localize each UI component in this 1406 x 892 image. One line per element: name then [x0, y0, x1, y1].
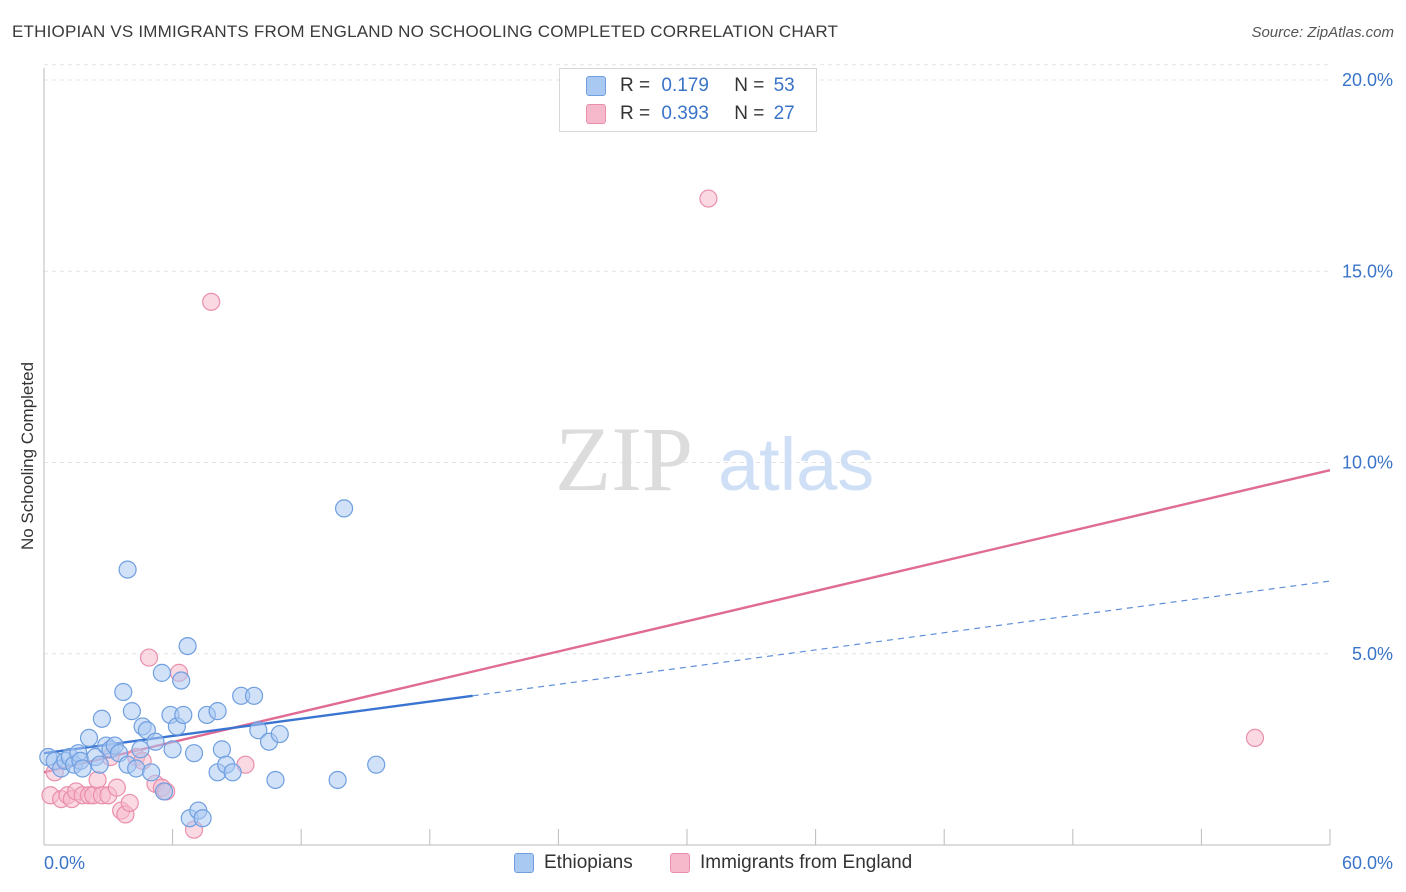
legend-r-value-england: 0.393 — [661, 103, 709, 124]
y-tick-label: 20.0% — [1342, 70, 1393, 90]
ethiopian-point — [79, 728, 99, 748]
grid-lines — [44, 64, 1330, 655]
ethiopian-point — [223, 763, 242, 782]
bottom-legend: Ethiopians Immigrants from England — [0, 852, 1406, 876]
legend-row-ethiopians: R = 0.179 N = 53 — [586, 73, 795, 99]
bottom-swatch-blue — [514, 853, 534, 873]
legend-r-label: R = — [620, 103, 651, 124]
england-point — [88, 770, 107, 790]
correlation-legend: R = 0.179 N = 53 R = 0.393 N = 27 — [559, 68, 817, 132]
ethiopian-point — [244, 686, 264, 705]
source-label: Source: ZipAtlas.com — [1251, 24, 1394, 41]
watermark-zip: ZIP — [555, 408, 693, 510]
legend-r-value-ethiopians: 0.179 — [661, 75, 709, 96]
england-point — [107, 778, 126, 797]
tick-labels: 5.0% 10.0% 15.0% 20.0% 0.0% 60.0% — [44, 70, 1393, 873]
ethiopian-point — [122, 702, 141, 721]
y-tick-label: 15.0% — [1342, 261, 1393, 281]
bottom-legend-england-label: Immigrants from England — [700, 852, 913, 873]
england-point — [120, 793, 139, 813]
legend-n-value-ethiopians: 53 — [773, 75, 795, 96]
ethiopian-point — [208, 702, 227, 721]
ethiopian-point — [270, 724, 289, 744]
chart-title: ETHIOPIAN VS IMMIGRANTS FROM ENGLAND NO … — [12, 22, 839, 41]
trend-lines — [43, 468, 1331, 774]
england-point — [139, 648, 159, 667]
legend-row-england: R = 0.393 N = 27 — [586, 101, 795, 127]
ethiopian-point — [178, 636, 197, 656]
ethiopian-point — [154, 782, 174, 801]
watermark-atlas: atlas — [718, 423, 874, 506]
ethiopian-point — [146, 732, 165, 751]
ethiopian-point — [249, 721, 268, 740]
england-point — [1245, 728, 1265, 748]
bottom-legend-england[interactable]: Immigrants from England — [670, 852, 912, 874]
ethiopian-point — [131, 740, 150, 759]
legend-r-label: R = — [620, 75, 651, 96]
ethiopian-point — [193, 809, 212, 828]
england-point — [699, 189, 718, 208]
ethiopian-point — [163, 740, 182, 759]
x-tick-label-max: 60.0% — [1342, 853, 1393, 873]
x-tick-label-min: 0.0% — [44, 853, 85, 873]
ethiopian-point — [152, 663, 171, 682]
ethiopian-trend-extension — [472, 580, 1331, 697]
ethiopian-point — [142, 763, 161, 782]
ethiopian-point — [127, 759, 146, 778]
y-tick-label: 10.0% — [1342, 453, 1393, 473]
bottom-legend-ethiopians-label: Ethiopians — [544, 852, 633, 873]
ethiopian-point — [328, 770, 347, 790]
ethiopian-point — [367, 755, 386, 774]
ethiopian-point — [73, 759, 92, 778]
ethiopian-point — [172, 671, 191, 690]
legend-swatch-blue — [586, 76, 606, 96]
ethiopian-point — [92, 709, 111, 728]
ethiopian-point — [174, 705, 193, 725]
ethiopian-point — [212, 740, 231, 759]
legend-n-value-england: 27 — [773, 103, 795, 124]
ethiopian-point — [90, 755, 109, 774]
y-axis-label: No Schooling Completed — [18, 361, 37, 551]
legend-n-label: N = — [734, 103, 765, 124]
ethiopian-point — [118, 560, 137, 579]
bottom-legend-ethiopians[interactable]: Ethiopians — [514, 852, 633, 874]
axes — [43, 68, 1331, 846]
ethiopian-point — [334, 499, 354, 518]
bottom-swatch-pink — [670, 853, 690, 873]
y-tick-label: 5.0% — [1352, 644, 1393, 664]
ethiopian-point — [184, 744, 204, 763]
england-point — [202, 292, 221, 311]
legend-n-label: N = — [734, 75, 765, 96]
ethiopian-point — [266, 770, 285, 790]
ethiopian-points — [39, 499, 386, 828]
legend-swatch-pink — [586, 104, 606, 124]
ethiopian-point — [114, 682, 133, 702]
